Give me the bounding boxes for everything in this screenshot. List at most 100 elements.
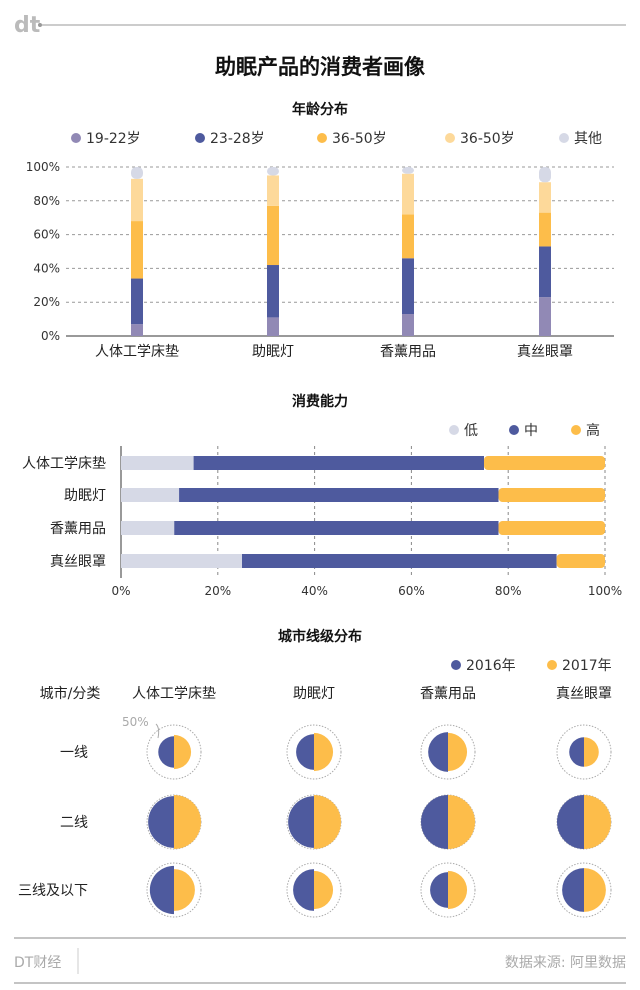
- x-category-label: 真丝眼罩: [517, 344, 573, 360]
- legend-marker: [451, 660, 461, 670]
- half-circle-2016: [569, 737, 584, 767]
- reference-circle: [286, 724, 342, 780]
- half-circle-2017: [584, 868, 606, 912]
- half-circle-2017: [314, 795, 341, 849]
- row-label: 三线及以下: [18, 883, 88, 899]
- bar-segment: [267, 167, 279, 176]
- bar-segment: [402, 314, 414, 336]
- bar-segment: [539, 182, 551, 213]
- dt-logo: dt: [14, 13, 41, 38]
- half-circle-2016: [296, 734, 314, 770]
- half-circle-2017: [448, 870, 468, 910]
- bar-segment: [121, 521, 175, 535]
- row-label: 一线: [60, 745, 88, 761]
- reference-circle: [286, 862, 342, 918]
- row-label: 二线: [60, 815, 88, 831]
- footer-source: 数据来源: 阿里数据: [505, 955, 626, 971]
- reference-circle: [556, 862, 612, 918]
- legend-label: 中: [524, 423, 538, 439]
- bar-segment: [174, 521, 499, 535]
- half-circle-2016: [148, 796, 174, 848]
- legend-label: 36-50岁: [332, 131, 387, 147]
- age-chart: 19-22岁 23-28岁 36-50岁 36-50岁 其他 0% 20% 40% 60% 80%…: [26, 131, 614, 360]
- reference-circle: [146, 724, 202, 780]
- bar-segment: [242, 554, 557, 568]
- half-circle-2016: [293, 869, 314, 911]
- bar-segment: [179, 488, 499, 502]
- bar-segment: [267, 205, 279, 266]
- bar-segment: [402, 258, 414, 315]
- y-category-label: 助眠灯: [64, 488, 106, 504]
- footer-brand: DT财经: [14, 955, 61, 971]
- column-header: 香薰用品: [420, 686, 476, 702]
- bar-segment: [402, 167, 414, 174]
- legend-marker: [547, 660, 557, 670]
- y-category-label: 真丝眼罩: [50, 554, 106, 570]
- page-title: 助眠产品的消费者画像: [215, 55, 426, 79]
- legend-marker: [71, 133, 81, 143]
- y-tick-label: 100%: [26, 160, 60, 174]
- column-header: 助眠灯: [293, 686, 335, 702]
- bar-segment: [131, 278, 143, 325]
- column-header: 人体工学床垫: [132, 686, 216, 702]
- legend-label: 2017年: [562, 658, 612, 674]
- bar-segment: [131, 324, 143, 336]
- x-tick-label: 80%: [495, 584, 522, 598]
- bar-segment: [267, 175, 279, 206]
- y-tick-label: 40%: [33, 261, 60, 275]
- half-circle-2016: [158, 736, 174, 768]
- bar-segment: [121, 554, 242, 568]
- legend-label: 23-28岁: [210, 131, 265, 147]
- logo-dot: [38, 23, 42, 27]
- reference-label: 50%: [122, 715, 149, 729]
- half-circle-2017: [314, 732, 334, 772]
- x-category-label: 助眠灯: [252, 344, 294, 360]
- y-category-label: 人体工学床垫: [22, 456, 106, 472]
- half-circle-2017: [448, 795, 475, 849]
- x-tick-label: 40%: [301, 584, 328, 598]
- x-category-label: 人体工学床垫: [95, 344, 179, 360]
- bar-segment: [484, 456, 605, 470]
- bar-segment: [402, 214, 414, 259]
- y-tick-label: 60%: [33, 228, 60, 242]
- bar-segment: [402, 173, 414, 215]
- legend-label: 其他: [574, 131, 602, 147]
- reference-circle: [420, 724, 476, 780]
- bar-segment: [131, 178, 143, 222]
- x-tick-label: 100%: [588, 584, 622, 598]
- reference-circle: [420, 862, 476, 918]
- half-circle-2017: [584, 737, 599, 767]
- legend-marker: [571, 425, 581, 435]
- x-tick-label: 20%: [204, 584, 231, 598]
- bar-segment: [267, 265, 279, 318]
- bar-segment: [539, 212, 551, 247]
- reference-arrow: [155, 723, 160, 739]
- spend-chart-title: 消费能力: [292, 393, 348, 410]
- y-tick-label: 80%: [33, 194, 60, 208]
- column-header: 真丝眼罩: [556, 686, 612, 702]
- bar-segment: [539, 167, 551, 183]
- bar-segment: [498, 488, 605, 502]
- bar-segment: [131, 221, 143, 279]
- city-chart-title: 城市线级分布: [278, 628, 362, 645]
- legend-label: 低: [464, 423, 478, 439]
- bar-segment: [267, 317, 279, 336]
- y-category-label: 香薰用品: [50, 521, 106, 537]
- half-circle-2016: [428, 732, 448, 772]
- bar-segment: [193, 456, 484, 470]
- x-category-label: 香薰用品: [380, 344, 436, 360]
- half-circle-2017: [584, 795, 611, 849]
- half-circle-2017: [314, 870, 334, 910]
- half-circle-2016: [288, 796, 314, 848]
- bar-segment: [121, 488, 180, 502]
- bar-segment: [556, 554, 605, 568]
- x-tick-label: 60%: [398, 584, 425, 598]
- reference-circle: [146, 862, 202, 918]
- legend-marker: [449, 425, 459, 435]
- legend-marker: [559, 133, 569, 143]
- half-circle-2016: [557, 795, 584, 849]
- half-circle-2016: [562, 868, 584, 912]
- legend-label: 36-50岁: [460, 131, 515, 147]
